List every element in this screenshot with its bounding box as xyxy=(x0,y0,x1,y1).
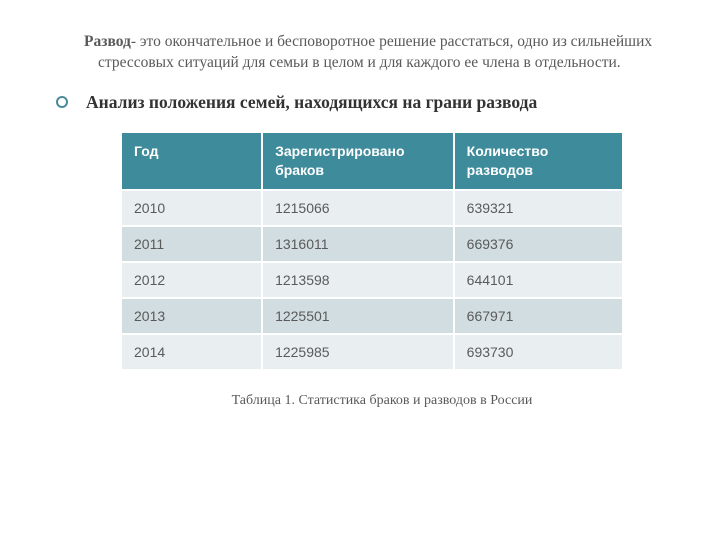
subtitle-row: Анализ положения семей, находящихся на г… xyxy=(56,92,680,113)
cell-year: 2010 xyxy=(121,190,262,226)
col-header-marriages: Зарегистрировано браков xyxy=(262,132,454,190)
col-header-year: Год xyxy=(121,132,262,190)
col-header-divorces: Количество разводов xyxy=(454,132,623,190)
cell-year: 2014 xyxy=(121,334,262,370)
stats-table: Год Зарегистрировано браков Количество р… xyxy=(120,131,624,371)
cell-year: 2011 xyxy=(121,226,262,262)
cell-marriages: 1316011 xyxy=(262,226,454,262)
intro-paragraph: Развод- это окончательное и бесповоротно… xyxy=(98,32,680,74)
bullet-icon xyxy=(56,96,68,108)
cell-year: 2012 xyxy=(121,262,262,298)
cell-divorces: 639321 xyxy=(454,190,623,226)
table-row: 2012 1213598 644101 xyxy=(121,262,623,298)
cell-year: 2013 xyxy=(121,298,262,334)
cell-divorces: 693730 xyxy=(454,334,623,370)
table-container: Год Зарегистрировано браков Количество р… xyxy=(120,131,644,371)
cell-marriages: 1213598 xyxy=(262,262,454,298)
cell-marriages: 1225985 xyxy=(262,334,454,370)
cell-marriages: 1225501 xyxy=(262,298,454,334)
table-row: 2014 1225985 693730 xyxy=(121,334,623,370)
table-row: 2010 1215066 639321 xyxy=(121,190,623,226)
table-header-row: Год Зарегистрировано браков Количество р… xyxy=(121,132,623,190)
intro-term: Развод xyxy=(84,33,131,50)
table-row: 2013 1225501 667971 xyxy=(121,298,623,334)
table-row: 2011 1316011 669376 xyxy=(121,226,623,262)
cell-divorces: 667971 xyxy=(454,298,623,334)
table-caption: Таблица 1. Статистика браков и разводов … xyxy=(84,393,680,409)
cell-divorces: 669376 xyxy=(454,226,623,262)
cell-divorces: 644101 xyxy=(454,262,623,298)
subtitle-text: Анализ положения семей, находящихся на г… xyxy=(86,92,537,113)
cell-marriages: 1215066 xyxy=(262,190,454,226)
intro-rest: - это окончательное и бесповоротное реше… xyxy=(98,33,652,71)
